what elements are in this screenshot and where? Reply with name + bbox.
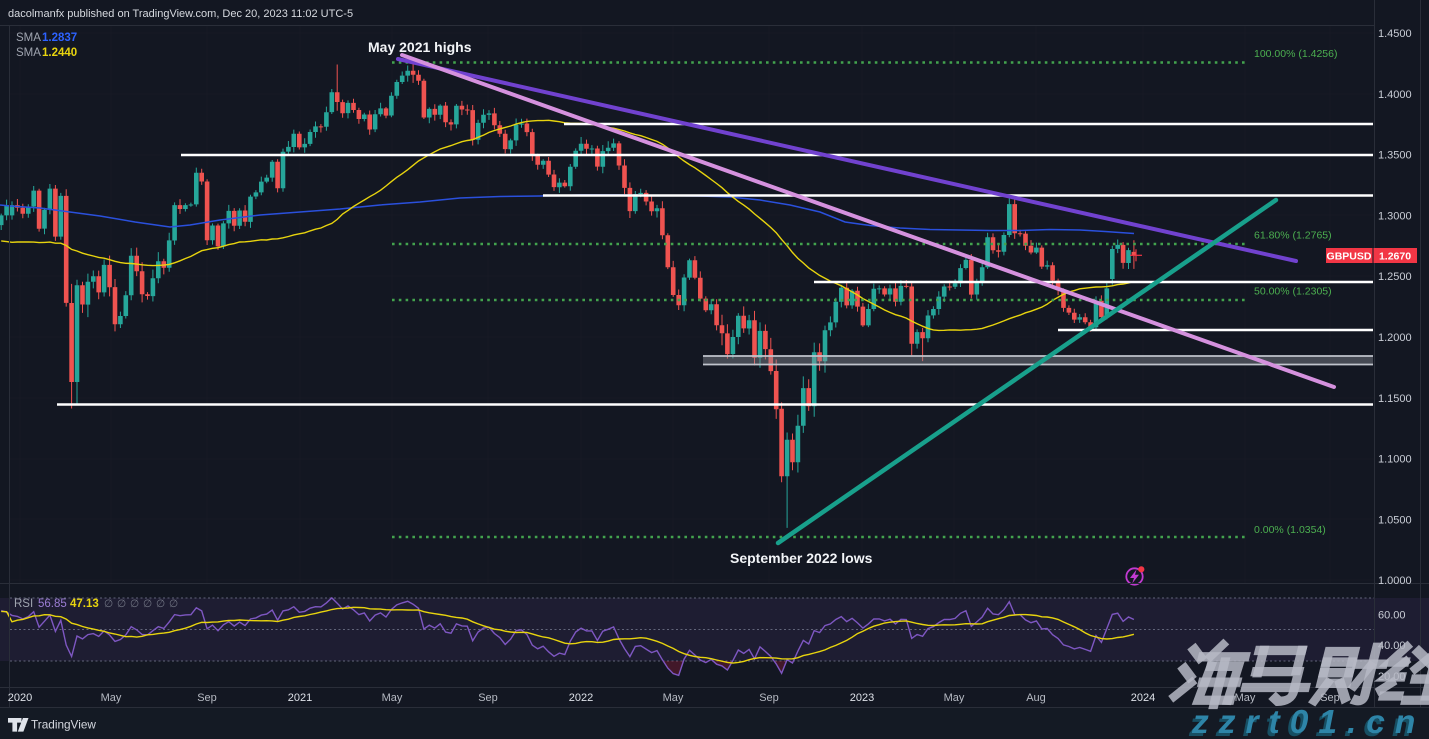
svg-text:100.00% (1.4256): 100.00% (1.4256): [1254, 48, 1337, 60]
svg-text:1.2000: 1.2000: [1378, 332, 1412, 344]
svg-text:May: May: [1235, 692, 1256, 704]
svg-text:Sep: Sep: [478, 692, 498, 704]
svg-text:0.00% (1.0354): 0.00% (1.0354): [1254, 524, 1326, 536]
svg-text:∅: ∅: [130, 598, 139, 610]
svg-text:zzrt01.cn: zzrt01.cn: [1191, 704, 1425, 739]
svg-text:2024: 2024: [1131, 692, 1155, 704]
svg-text:47.13: 47.13: [70, 598, 99, 610]
svg-text:2021: 2021: [288, 692, 312, 704]
svg-text:1.2500: 1.2500: [1378, 271, 1412, 283]
svg-text:1.3000: 1.3000: [1378, 210, 1412, 222]
svg-text:1.4500: 1.4500: [1378, 28, 1412, 40]
svg-text:May: May: [944, 692, 965, 704]
svg-text:∅: ∅: [104, 598, 113, 610]
svg-text:SMA: SMA: [16, 32, 41, 44]
svg-text:Sep: Sep: [759, 692, 779, 704]
svg-text:May 2021 highs: May 2021 highs: [368, 39, 472, 55]
svg-text:TradingView: TradingView: [31, 718, 96, 732]
svg-text:GBPUSD: GBPUSD: [1327, 251, 1372, 263]
svg-text:1.3500: 1.3500: [1378, 150, 1412, 162]
svg-text:50.00% (1.2305): 50.00% (1.2305): [1254, 286, 1332, 298]
svg-text:zzrt01.cn: zzrt01.cn: [1188, 707, 1422, 739]
svg-text:2020: 2020: [8, 692, 32, 704]
svg-text:September 2022 lows: September 2022 lows: [730, 550, 873, 566]
svg-text:1.2440: 1.2440: [42, 47, 77, 59]
svg-text:1.2837: 1.2837: [42, 32, 77, 44]
svg-text:May: May: [382, 692, 403, 704]
svg-text:May: May: [663, 692, 684, 704]
svg-text:1.2670: 1.2670: [1379, 251, 1411, 263]
svg-text:dacolmanfx published on Tradin: dacolmanfx published on TradingView.com,…: [8, 8, 353, 20]
svg-text:60.00: 60.00: [1378, 610, 1406, 622]
svg-text:∅: ∅: [169, 598, 178, 610]
svg-text:SMA: SMA: [16, 47, 41, 59]
svg-text:∅: ∅: [143, 598, 152, 610]
svg-text:1.0000: 1.0000: [1378, 575, 1412, 587]
svg-text:RSI: RSI: [14, 598, 33, 610]
svg-text:Sep: Sep: [1320, 692, 1340, 704]
svg-text:Aug: Aug: [1026, 692, 1046, 704]
svg-text:1.0500: 1.0500: [1378, 514, 1412, 526]
svg-text:61.80% (1.2765): 61.80% (1.2765): [1254, 230, 1332, 242]
svg-text:May: May: [101, 692, 122, 704]
svg-text:2022: 2022: [569, 692, 593, 704]
svg-text:1.1000: 1.1000: [1378, 454, 1412, 466]
svg-text:∅: ∅: [117, 598, 126, 610]
svg-text:1.4000: 1.4000: [1378, 89, 1412, 101]
svg-text:∅: ∅: [156, 598, 165, 610]
svg-text:1.1500: 1.1500: [1378, 393, 1412, 405]
svg-text:2023: 2023: [850, 692, 874, 704]
svg-text:Sep: Sep: [197, 692, 217, 704]
svg-text:56.85: 56.85: [38, 598, 67, 610]
